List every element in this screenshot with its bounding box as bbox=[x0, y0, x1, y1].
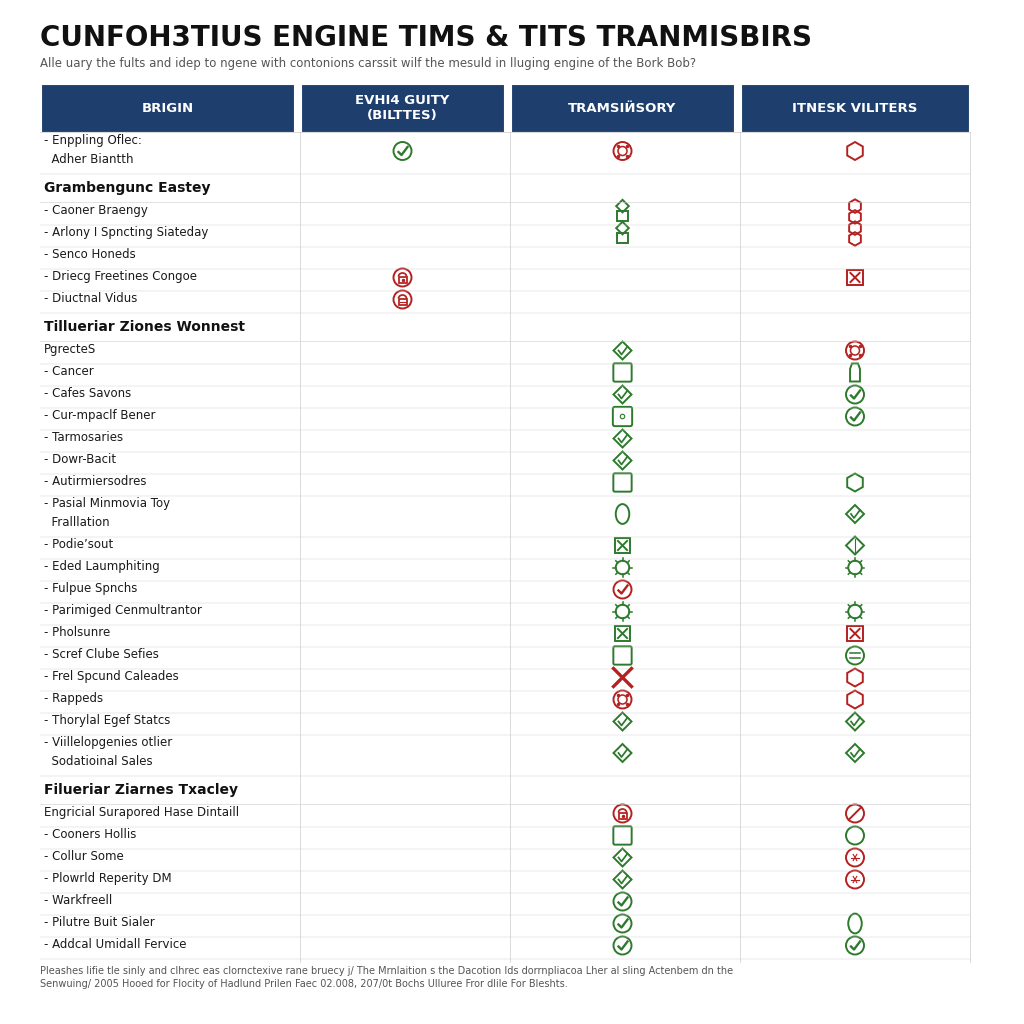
Text: CUNFOH3TIUS ENGINE TIMS & TITS TRANMISBIRS: CUNFOH3TIUS ENGINE TIMS & TITS TRANMISBI… bbox=[40, 24, 812, 52]
FancyBboxPatch shape bbox=[301, 84, 504, 132]
Text: Pleashes lifie tle sinly and clhrec eas clornctexive rane bruecy j/ The Mrnlaiti: Pleashes lifie tle sinly and clhrec eas … bbox=[40, 966, 733, 989]
Text: - Driecg Freetines Congoe: - Driecg Freetines Congoe bbox=[44, 270, 197, 283]
Text: TRAMSIӤSORY: TRAMSIӤSORY bbox=[568, 101, 677, 115]
Text: Tillueriar Ziones Wonnest: Tillueriar Ziones Wonnest bbox=[44, 319, 245, 334]
Text: - Dowr-Bacit: - Dowr-Bacit bbox=[44, 453, 116, 466]
Text: Sodatioinal Sales: Sodatioinal Sales bbox=[44, 755, 153, 768]
Text: - Addcal Umidall Fervice: - Addcal Umidall Fervice bbox=[44, 938, 186, 951]
Text: - Viillelopgenies otlier: - Viillelopgenies otlier bbox=[44, 736, 172, 749]
Text: - Caoner Braengy: - Caoner Braengy bbox=[44, 204, 147, 217]
Text: - Senco Honeds: - Senco Honeds bbox=[44, 248, 136, 261]
Text: Alle uary the fults and idep to ngene with contonions carssit wilf the mesuld in: Alle uary the fults and idep to ngene wi… bbox=[40, 57, 696, 70]
Text: - Pasial Minmovia Toy: - Pasial Minmovia Toy bbox=[44, 497, 170, 510]
Text: - Frel Spcund Caleades: - Frel Spcund Caleades bbox=[44, 670, 179, 683]
Text: - Parimiged Cenmultrantor: - Parimiged Cenmultrantor bbox=[44, 604, 202, 617]
Text: - Rappeds: - Rappeds bbox=[44, 692, 103, 705]
Text: - Podie’sout: - Podie’sout bbox=[44, 538, 114, 551]
FancyBboxPatch shape bbox=[41, 84, 294, 132]
Text: - Cur-mpaclf Bener: - Cur-mpaclf Bener bbox=[44, 409, 156, 422]
Text: Engricial Surapored Hase Dintaill: Engricial Surapored Hase Dintaill bbox=[44, 806, 240, 819]
Text: Adher Biantth: Adher Biantth bbox=[44, 153, 133, 166]
Text: - Pilutre Buit Sialer: - Pilutre Buit Sialer bbox=[44, 916, 155, 929]
Text: Fralllation: Fralllation bbox=[44, 516, 110, 529]
Text: - Diuctnal Vidus: - Diuctnal Vidus bbox=[44, 292, 137, 305]
Text: - Eded Laumphiting: - Eded Laumphiting bbox=[44, 560, 160, 573]
Text: ITNESK VILITERS: ITNESK VILITERS bbox=[793, 101, 918, 115]
Text: - Arlony I Spncting Siateday: - Arlony I Spncting Siateday bbox=[44, 226, 208, 239]
Text: - Enppling Oflec:: - Enppling Oflec: bbox=[44, 134, 142, 147]
Text: Grambengunc Eastey: Grambengunc Eastey bbox=[44, 181, 211, 195]
Text: - Cooners Hollis: - Cooners Hollis bbox=[44, 828, 136, 841]
Text: - Plowrld Reperity DM: - Plowrld Reperity DM bbox=[44, 872, 172, 885]
Text: - Collur Some: - Collur Some bbox=[44, 850, 124, 863]
Text: - Autirmiersodres: - Autirmiersodres bbox=[44, 475, 146, 488]
Text: BRIGIN: BRIGIN bbox=[141, 101, 194, 115]
FancyBboxPatch shape bbox=[511, 84, 734, 132]
Text: - Pholsunre: - Pholsunre bbox=[44, 626, 111, 639]
Text: - Cancer: - Cancer bbox=[44, 365, 94, 378]
Text: Filueriar Ziarnes Txacley: Filueriar Ziarnes Txacley bbox=[44, 783, 238, 797]
Text: - Tarmosaries: - Tarmosaries bbox=[44, 431, 123, 444]
Text: PgrecteS: PgrecteS bbox=[44, 343, 96, 356]
Text: - Fulpue Spnchs: - Fulpue Spnchs bbox=[44, 582, 137, 595]
Text: - Cafes Savons: - Cafes Savons bbox=[44, 387, 131, 400]
Text: - Scref Clube Sefies: - Scref Clube Sefies bbox=[44, 648, 159, 662]
Text: - Thorylal Egef Statcs: - Thorylal Egef Statcs bbox=[44, 714, 170, 727]
FancyBboxPatch shape bbox=[741, 84, 969, 132]
Text: EVHI4 GUITY
(BILTTES): EVHI4 GUITY (BILTTES) bbox=[355, 94, 450, 122]
Text: - Warkfreell: - Warkfreell bbox=[44, 894, 113, 907]
